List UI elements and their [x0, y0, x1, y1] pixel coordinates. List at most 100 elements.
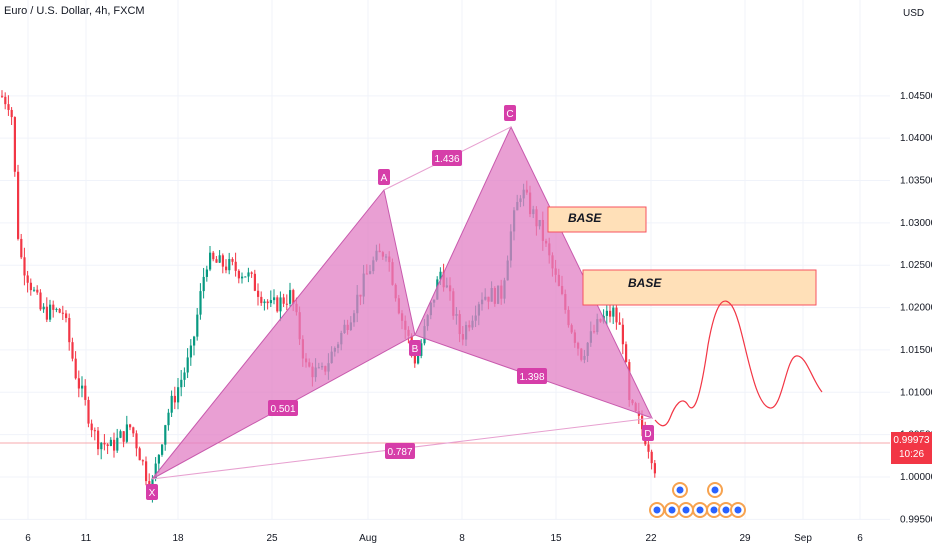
candle-body [621, 324, 624, 345]
candle-body [196, 314, 199, 337]
point-badge [146, 484, 158, 500]
candle-body [244, 276, 247, 278]
candle-body [231, 258, 234, 262]
candle-body [439, 271, 442, 280]
candle-body [189, 345, 192, 358]
candle-body [273, 297, 276, 301]
chart-title: Euro / U.S. Dollar, 4h, FXCM [4, 5, 145, 17]
candle-body [641, 415, 644, 430]
candle-body [77, 378, 80, 389]
ratio-label: 0.787 [387, 447, 412, 458]
candle-body [241, 276, 244, 279]
candle-body [276, 297, 279, 312]
price-tag: 0.99973 10:26 [891, 432, 932, 464]
bar-countdown: 10:26 [898, 449, 925, 460]
candle-body [4, 96, 7, 105]
candle-body [282, 297, 285, 304]
price-tick: 0.99500 [900, 514, 932, 525]
candle-body [173, 395, 176, 403]
candle-body [135, 433, 138, 449]
time-tick: 15 [550, 533, 562, 544]
time-tick: 8 [459, 533, 465, 544]
candle-body [269, 300, 272, 304]
event-icon-core [682, 506, 690, 514]
candle-body [65, 313, 68, 318]
price-tick: 1.02500 [900, 260, 932, 271]
candle-body [209, 252, 212, 270]
candle-body [119, 431, 122, 438]
candle-body [285, 303, 288, 305]
candle-body [52, 304, 55, 310]
candle-body [186, 357, 189, 373]
candle-body [84, 385, 87, 400]
base-label: BASE [628, 276, 662, 290]
price-tick: 1.03000 [900, 218, 932, 229]
point-label: X [149, 488, 156, 499]
current-price: 0.99973 [893, 435, 930, 446]
candle-body [13, 117, 16, 172]
candle-body [413, 349, 416, 364]
candle-body [257, 290, 260, 297]
candle-body [605, 310, 608, 316]
time-tick: 22 [645, 533, 657, 544]
candle-body [625, 344, 628, 363]
candle-body [106, 444, 109, 446]
ratio-badge [517, 368, 547, 384]
candle-body [237, 270, 240, 279]
candle-body [154, 463, 157, 479]
point-label: D [644, 429, 651, 440]
time-tick: 11 [81, 533, 92, 544]
candle-body [109, 439, 112, 446]
candle-body [612, 307, 615, 317]
candle-body [42, 306, 45, 310]
candle-body [170, 395, 173, 413]
candle-body [180, 379, 183, 388]
candle-body [1, 95, 4, 97]
candle-body [234, 261, 237, 271]
time-tick: 29 [739, 533, 751, 544]
candle-body [29, 282, 32, 291]
event-icon-core [711, 486, 719, 494]
candle-body [199, 291, 202, 315]
candle-body [145, 461, 148, 482]
base-zone [582, 269, 817, 306]
price-tick: 1.04000 [900, 133, 932, 144]
candle-body [279, 297, 282, 312]
candle-body [17, 171, 20, 239]
candle-body [20, 238, 23, 258]
candle-body [164, 425, 167, 445]
candle-body [87, 399, 90, 424]
event-icon-core [676, 486, 684, 494]
base-zones: BASE BASE [547, 206, 817, 306]
time-tick: 6 [25, 533, 31, 544]
candle-body [49, 304, 52, 320]
candle-body [113, 439, 116, 451]
event-icon-core [710, 506, 718, 514]
time-tick: Sep [794, 533, 812, 544]
candle-body [141, 460, 144, 462]
xab-triangle [151, 188, 416, 480]
event-icon-core [668, 506, 676, 514]
point-badge [378, 169, 390, 185]
time-tick: 25 [266, 533, 278, 544]
candle-body [221, 255, 224, 267]
candle-body [132, 427, 135, 434]
candle-body [289, 290, 292, 304]
candle-body [103, 442, 106, 445]
candle-body [33, 289, 36, 291]
price-tick: 1.01500 [900, 345, 932, 356]
event-icon-core [722, 506, 730, 514]
base-zone [547, 206, 647, 233]
currency-label: USD [903, 8, 924, 19]
candle-body [90, 423, 93, 431]
ratio-badge [385, 443, 415, 459]
point-label: B [412, 344, 419, 355]
candle-body [97, 430, 100, 450]
harmonic-pattern: X A B C D 0.501 1.436 1.398 0.787 [146, 105, 654, 500]
time-axis: 6 11 18 25 Aug 8 15 22 29 Sep 6 [25, 533, 863, 544]
candle-body [609, 310, 612, 317]
candle-body [68, 317, 71, 343]
candle-body [292, 290, 295, 304]
